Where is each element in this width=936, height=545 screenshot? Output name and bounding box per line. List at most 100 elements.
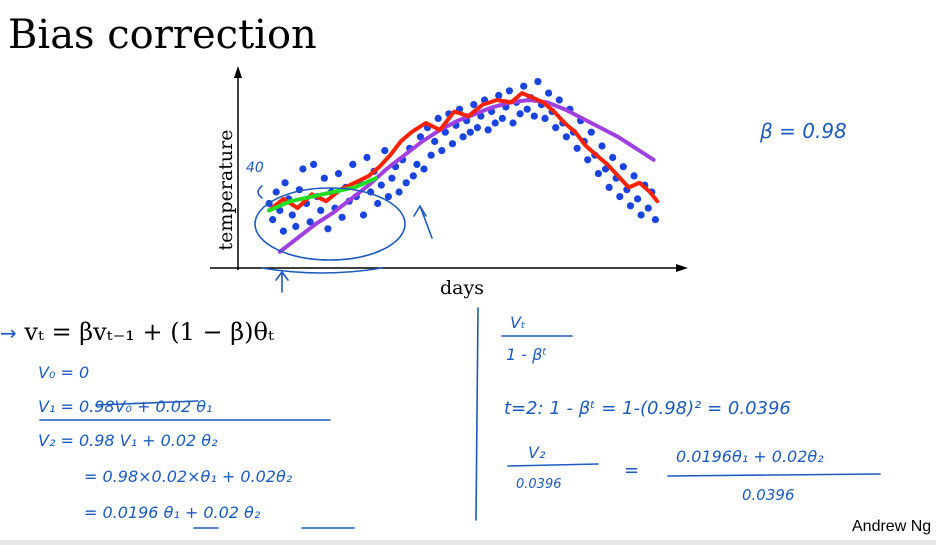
data-point	[616, 193, 624, 201]
data-point	[416, 133, 424, 141]
data-point	[441, 128, 449, 136]
divider-line	[475, 307, 479, 521]
data-point	[630, 172, 638, 180]
data-point	[484, 126, 492, 134]
eq-line-v1: V₁ = 0.98V₀ + 0.02 θ₁	[38, 397, 212, 416]
data-point	[431, 137, 439, 145]
data-point	[573, 144, 581, 152]
eq-line-expand: = 0.98×0.02×θ₁ + 0.02θ₂	[84, 467, 293, 486]
data-point	[279, 227, 287, 235]
data-point	[516, 110, 524, 118]
data-point	[505, 87, 513, 95]
data-point	[338, 213, 346, 221]
data-point	[377, 181, 385, 189]
data-point	[448, 140, 457, 148]
fraction-denominator: 1 - βᵗ	[506, 345, 547, 364]
data-point	[644, 204, 652, 212]
data-point	[598, 142, 606, 150]
data-point	[438, 147, 446, 155]
data-point	[334, 170, 343, 178]
author-credit: Andrew Ng	[852, 518, 932, 535]
result-fraction-bar	[667, 473, 881, 477]
equals-sign: =	[624, 460, 639, 481]
data-point	[299, 165, 307, 173]
data-point	[363, 153, 371, 162]
fraction-numerator: Vₜ	[510, 313, 526, 332]
data-point	[349, 160, 357, 168]
data-point	[292, 222, 300, 231]
data-point	[619, 163, 627, 171]
data-point	[384, 193, 392, 201]
data-point	[634, 195, 642, 203]
annotation-hook	[257, 185, 263, 199]
startup-brace	[261, 267, 383, 274]
data-point	[374, 199, 382, 208]
data-point	[317, 206, 325, 214]
data-point	[545, 89, 553, 97]
data-point	[281, 179, 289, 187]
data-point	[594, 170, 603, 178]
slide-title: Bias correction	[8, 12, 317, 58]
data-point	[359, 211, 368, 219]
series-line-red	[267, 91, 660, 213]
data-point	[288, 211, 296, 219]
data-point	[466, 128, 474, 136]
startup-arrow	[275, 270, 289, 293]
ewma-equation: → vₜ = βvₜ₋₁ + (1 − β)θₜ	[0, 318, 274, 346]
data-point	[413, 160, 421, 168]
data-point	[498, 114, 506, 122]
data-point	[491, 119, 499, 127]
x-axis-arrowhead	[676, 264, 688, 272]
data-point	[584, 156, 592, 164]
data-point	[420, 165, 428, 173]
eq-line-v2: V₂ = 0.98 V₁ + 0.02 θ₂	[38, 431, 218, 450]
data-point	[306, 218, 314, 226]
y-axis-arrowhead	[234, 66, 242, 78]
data-point	[459, 133, 467, 141]
data-point	[388, 174, 396, 182]
data-point	[637, 211, 645, 219]
arrow-icon: →	[0, 321, 17, 345]
data-point	[269, 216, 277, 224]
data-point	[587, 128, 595, 136]
series-line-green	[267, 176, 378, 213]
data-point	[402, 179, 410, 187]
data-point	[562, 133, 571, 141]
startup-ellipse	[254, 187, 406, 261]
data-point	[470, 101, 478, 109]
data-point	[530, 112, 538, 120]
v2-numerator: V₂	[528, 443, 546, 462]
y-axis-label: temperature	[215, 130, 237, 251]
data-point	[381, 147, 389, 155]
data-point	[324, 225, 332, 233]
data-point	[320, 174, 328, 182]
data-point	[310, 160, 318, 168]
data-point	[605, 183, 613, 191]
data-point	[626, 202, 635, 210]
beta-note: β = 0.98	[759, 119, 847, 143]
x-axis-label: days	[440, 277, 484, 299]
curve-lines	[267, 91, 660, 254]
lag-arrow	[413, 204, 433, 239]
data-point	[434, 114, 442, 122]
data-point	[552, 124, 560, 132]
data-point	[523, 105, 531, 113]
eq-line-v0: V₀ = 0	[38, 363, 89, 382]
data-point	[555, 96, 563, 104]
data-point	[534, 78, 542, 86]
ewma-formula: vₜ = βvₜ₋₁ + (1 − β)θₜ	[24, 318, 274, 346]
data-point	[651, 216, 660, 224]
data-point	[473, 124, 481, 132]
data-point	[409, 172, 417, 180]
data-point	[609, 153, 617, 162]
data-point	[509, 119, 517, 127]
result-denominator: 0.0396	[742, 486, 795, 504]
annotation-40: 40	[246, 160, 264, 176]
data-point	[272, 188, 280, 196]
eq-line-result: = 0.0196 θ₁ + 0.02 θ₂	[84, 503, 261, 522]
data-point	[395, 188, 403, 196]
data-point	[495, 91, 503, 99]
v2-fraction-bar	[507, 463, 599, 467]
t2-line: t=2: 1 - βᵗ = 1-(0.98)² = 0.0396	[504, 398, 791, 419]
